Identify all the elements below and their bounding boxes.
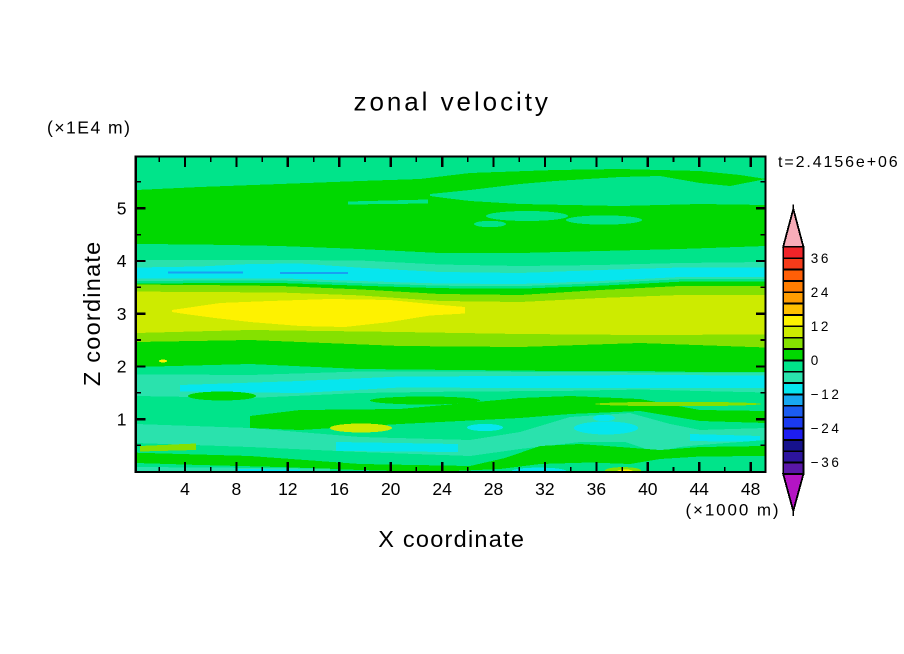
svg-text:36: 36 (811, 251, 831, 266)
svg-text:(×1000 m): (×1000 m) (685, 501, 780, 520)
svg-text:0: 0 (811, 353, 821, 368)
svg-text:12: 12 (278, 479, 297, 499)
svg-text:4: 4 (117, 251, 127, 271)
svg-text:−24: −24 (811, 421, 842, 436)
svg-text:3: 3 (117, 304, 127, 324)
svg-text:Z coordinate: Z coordinate (79, 240, 105, 386)
svg-text:40: 40 (638, 479, 658, 499)
svg-text:−36: −36 (811, 455, 842, 470)
svg-text:X coordinate: X coordinate (378, 526, 525, 552)
svg-text:44: 44 (689, 479, 709, 499)
svg-text:24: 24 (811, 285, 831, 300)
svg-text:36: 36 (587, 479, 606, 499)
svg-text:48: 48 (741, 479, 760, 499)
svg-text:(×1E4 m): (×1E4 m) (47, 118, 131, 138)
svg-text:12: 12 (811, 319, 831, 334)
svg-text:zonal velocity: zonal velocity (354, 87, 551, 117)
svg-text:5: 5 (117, 199, 127, 219)
svg-text:8: 8 (232, 479, 242, 499)
svg-text:−12: −12 (811, 387, 842, 402)
svg-text:24: 24 (432, 479, 452, 499)
svg-text:2: 2 (117, 357, 127, 377)
svg-text:t=2.4156e+06: t=2.4156e+06 (778, 154, 900, 171)
svg-text:16: 16 (330, 479, 349, 499)
svg-text:1: 1 (117, 409, 127, 429)
svg-text:28: 28 (484, 479, 503, 499)
svg-text:4: 4 (180, 479, 190, 499)
svg-text:32: 32 (535, 479, 554, 499)
svg-text:20: 20 (381, 479, 401, 499)
